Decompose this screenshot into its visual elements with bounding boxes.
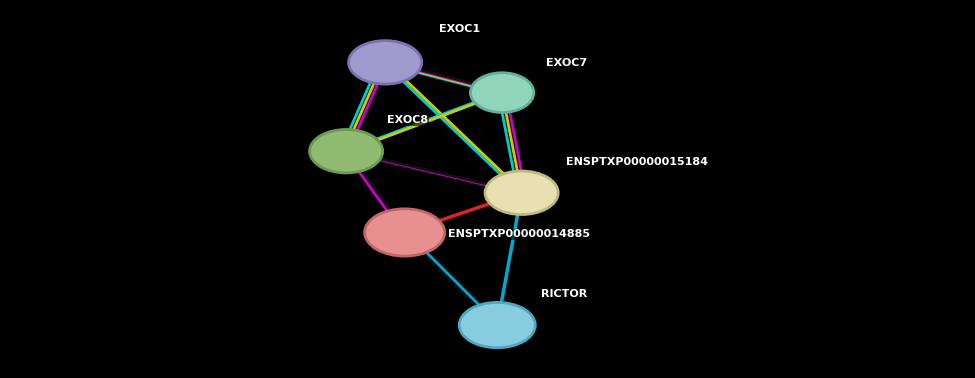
Ellipse shape [486, 171, 558, 215]
Ellipse shape [459, 302, 535, 348]
Text: EXOC7: EXOC7 [546, 58, 587, 68]
Ellipse shape [365, 209, 445, 256]
Text: RICTOR: RICTOR [541, 290, 587, 299]
Text: ENSPTXP00000015184: ENSPTXP00000015184 [566, 157, 708, 167]
Ellipse shape [310, 130, 382, 173]
Text: EXOC8: EXOC8 [387, 116, 428, 125]
Text: ENSPTXP00000014885: ENSPTXP00000014885 [448, 229, 591, 239]
Ellipse shape [349, 41, 421, 84]
Text: EXOC1: EXOC1 [439, 24, 480, 34]
Ellipse shape [470, 73, 534, 113]
